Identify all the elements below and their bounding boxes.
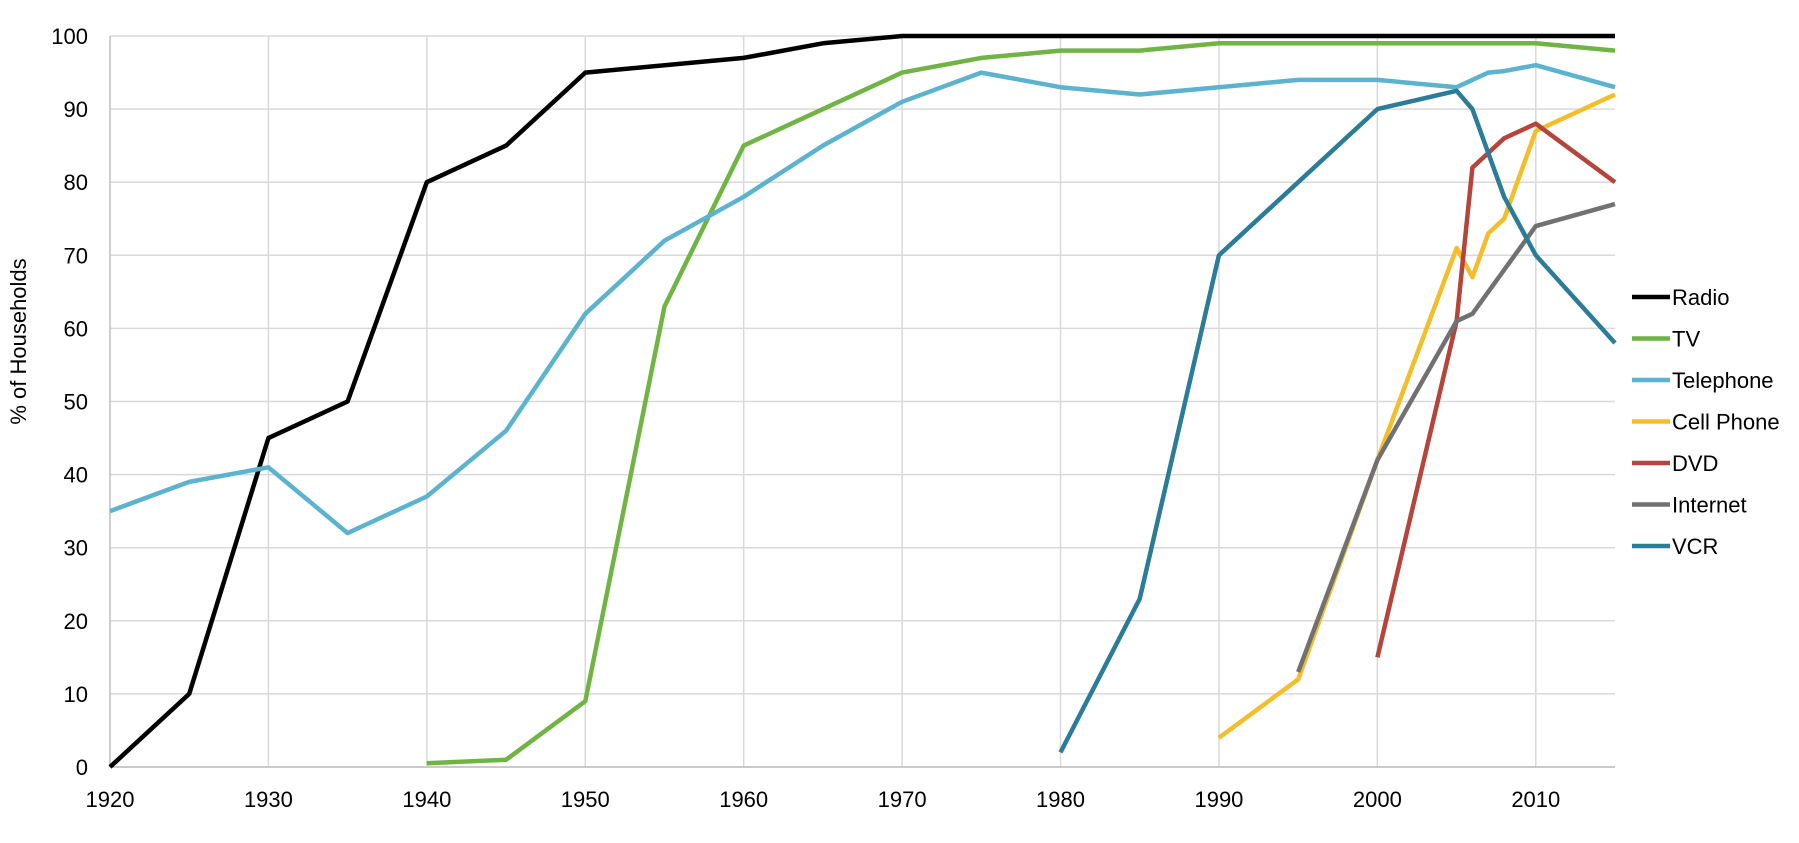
x-tick-label: 2000 xyxy=(1353,787,1402,812)
series-line-tv xyxy=(426,41,1616,766)
legend-item: Telephone xyxy=(1632,368,1774,393)
legend-item: Internet xyxy=(1632,493,1747,518)
series-lines xyxy=(108,33,1617,769)
x-tick-label: 1920 xyxy=(86,787,135,812)
x-tick-label: 2010 xyxy=(1511,787,1560,812)
legend: Radio TV Telephone Cell Phone DVD Internet VCR xyxy=(1632,285,1780,559)
gridlines xyxy=(110,35,1615,768)
legend-label: VCR xyxy=(1672,534,1718,559)
y-tick-label: 80 xyxy=(64,170,88,195)
y-tick-label: 30 xyxy=(64,536,88,561)
legend-label: Telephone xyxy=(1672,368,1774,393)
y-axis-title: % of Households xyxy=(6,258,31,424)
y-tick-label: 100 xyxy=(51,24,88,49)
y-tick-label: 60 xyxy=(64,316,88,341)
axes: 0 10 20 30 40 50 60 70 80 90 100 1920 1930 1940 1950 19… xyxy=(51,24,1615,812)
x-tick-label: 1950 xyxy=(561,787,610,812)
legend-label: TV xyxy=(1672,327,1700,352)
series-line-vcr xyxy=(1058,88,1617,754)
legend-item: DVD xyxy=(1632,451,1718,476)
series-line-cell-phone xyxy=(1217,92,1616,740)
legend-label: Radio xyxy=(1672,285,1729,310)
x-tick-label: 1960 xyxy=(719,787,768,812)
y-tick-label: 90 xyxy=(64,97,88,122)
legend-item: Cell Phone xyxy=(1632,410,1780,435)
legend-item: TV xyxy=(1632,327,1700,352)
y-tick-label: 40 xyxy=(64,463,88,488)
series-line-dvd xyxy=(1375,121,1617,658)
legend-item: Radio xyxy=(1632,285,1729,310)
series-line-telephone xyxy=(109,62,1616,536)
y-tick-label: 10 xyxy=(64,682,88,707)
legend-label: Internet xyxy=(1672,493,1747,518)
legend-label: Cell Phone xyxy=(1672,410,1780,435)
y-tick-label: 0 xyxy=(76,755,88,780)
series-line-radio xyxy=(108,33,1615,769)
x-tick-label: 1930 xyxy=(244,787,293,812)
x-tick-label: 1990 xyxy=(1194,787,1243,812)
y-tick-label: 50 xyxy=(64,390,88,415)
y-tick-label: 70 xyxy=(64,243,88,268)
y-tick-label: 20 xyxy=(64,609,88,634)
legend-label: DVD xyxy=(1672,451,1718,476)
x-tick-label: 1970 xyxy=(878,787,927,812)
series-line-internet xyxy=(1296,201,1616,673)
x-tick-label: 1940 xyxy=(402,787,451,812)
x-tick-label: 1980 xyxy=(1036,787,1085,812)
legend-item: VCR xyxy=(1632,534,1718,559)
